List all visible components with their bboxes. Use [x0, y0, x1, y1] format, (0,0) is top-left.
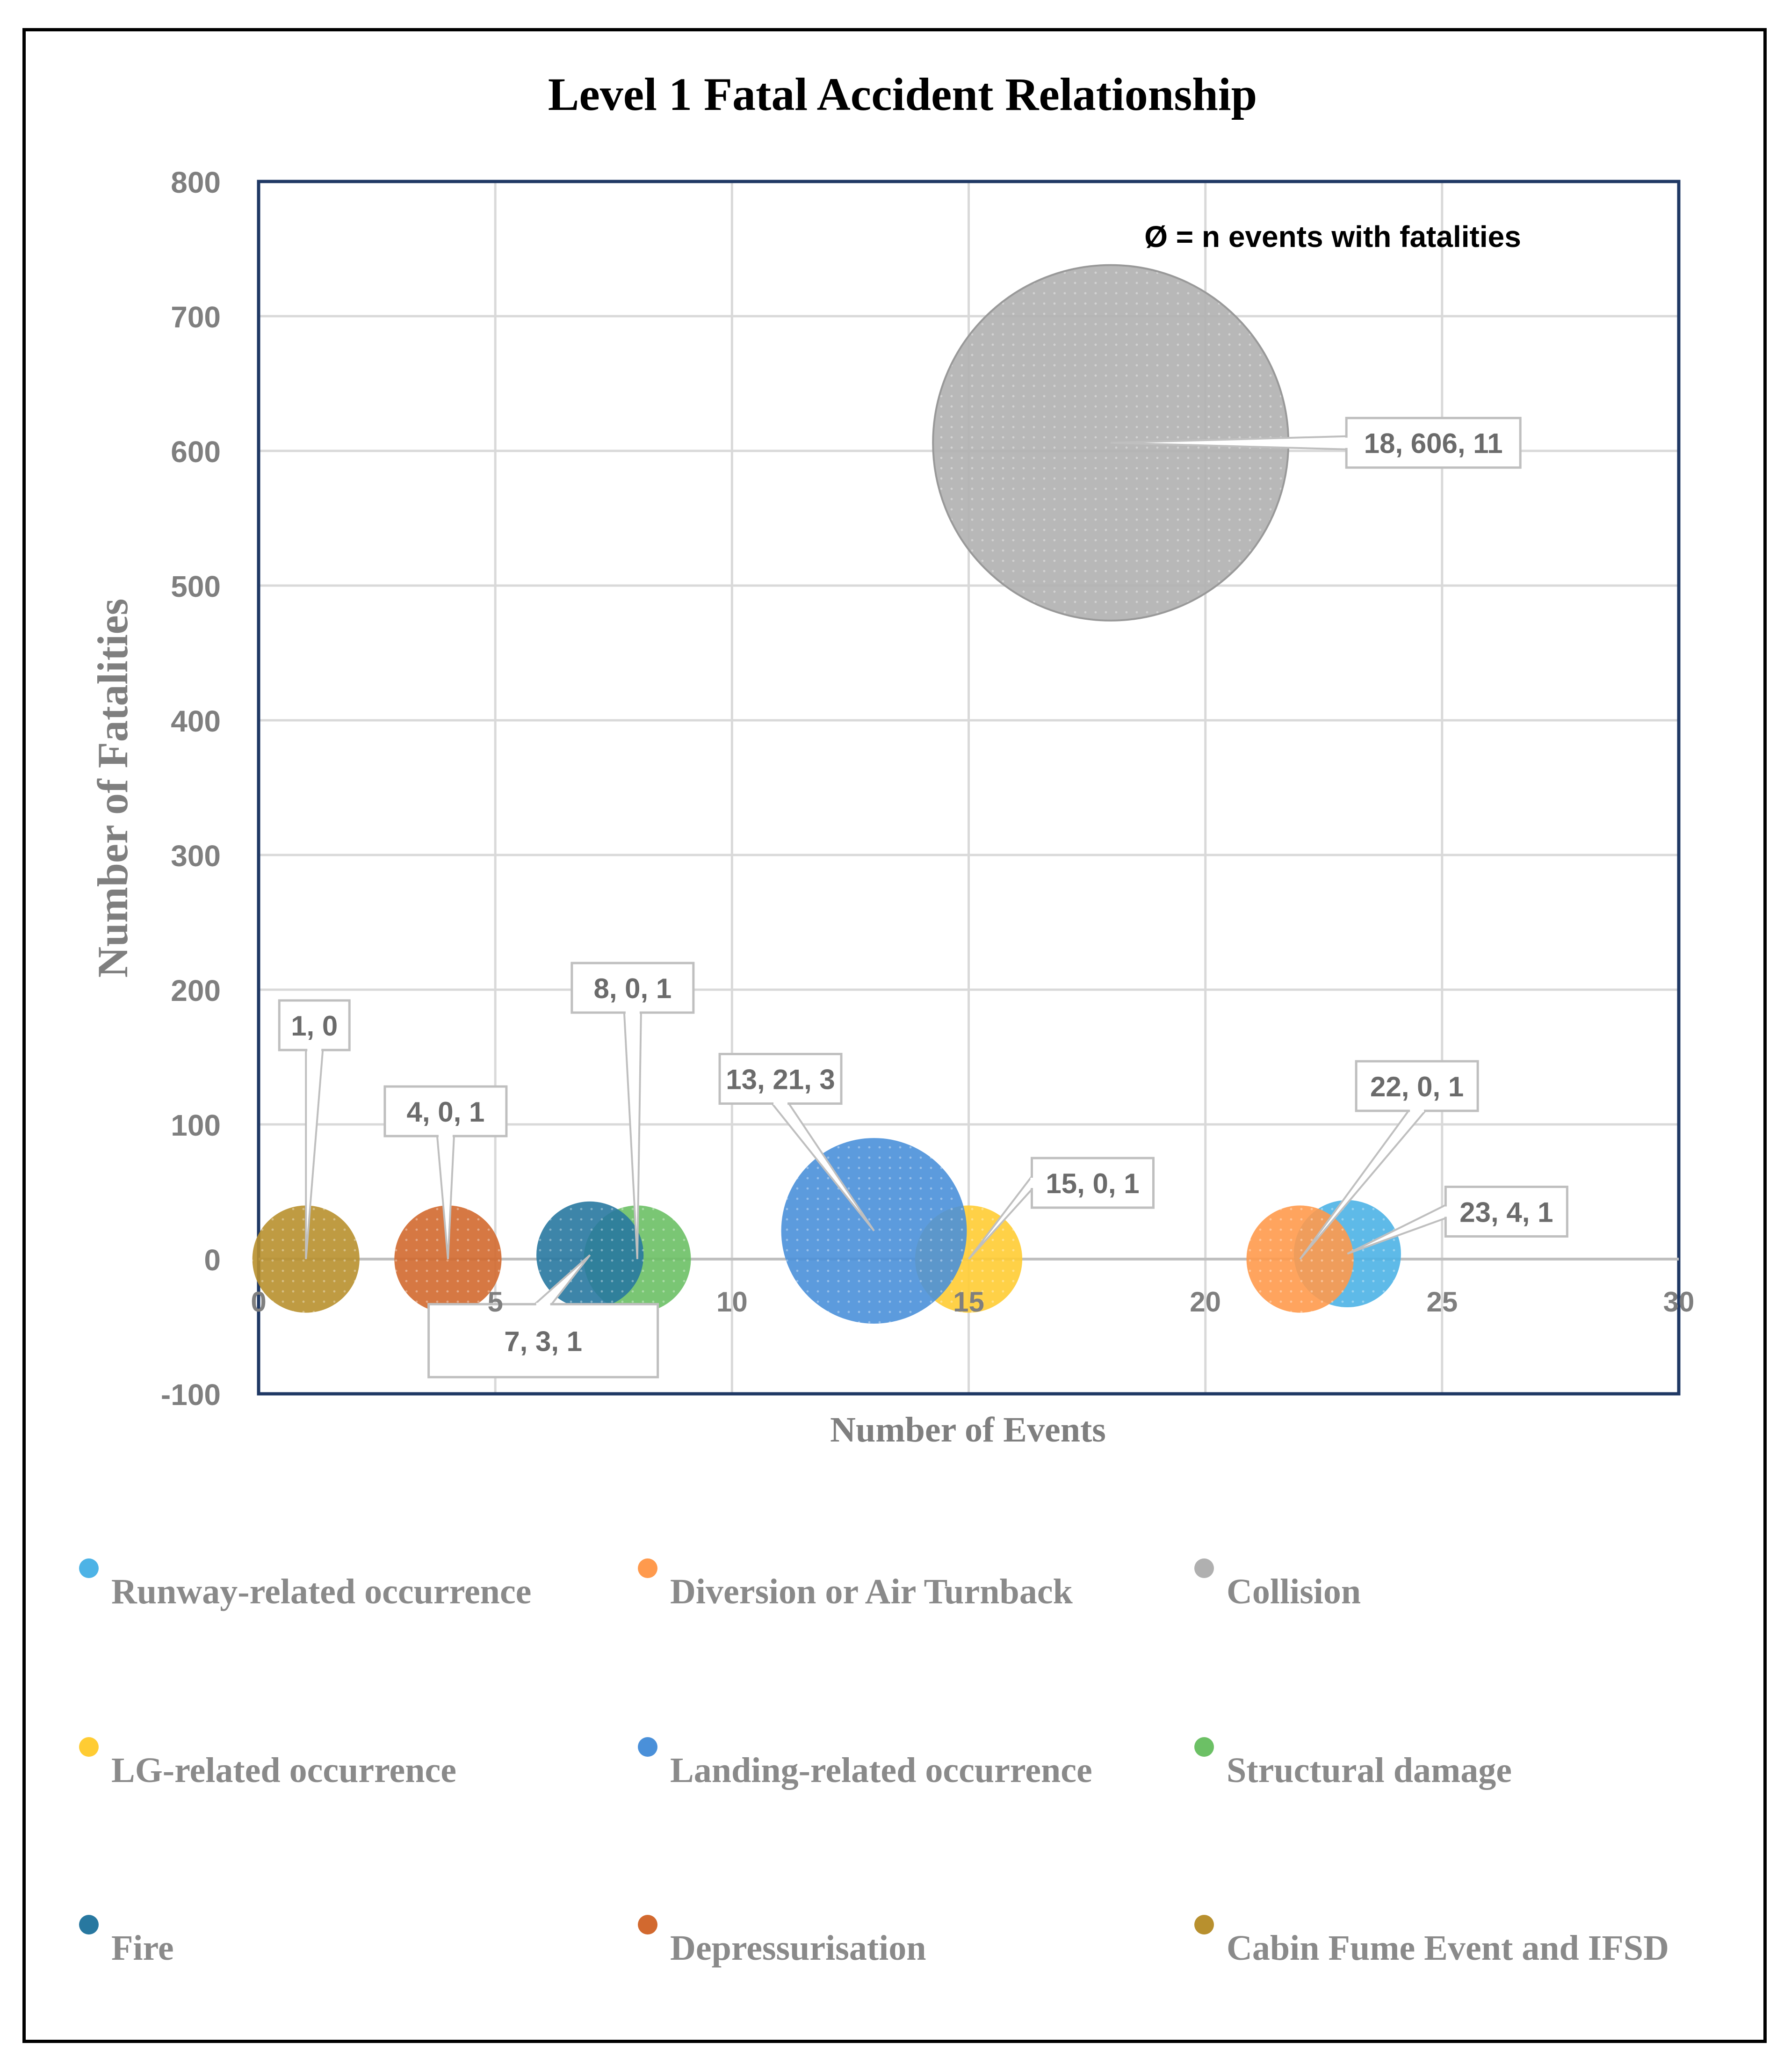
- y-tick-label: 500: [171, 570, 221, 603]
- y-tick-label: 200: [171, 974, 221, 1007]
- x-tick-label: 25: [1426, 1286, 1458, 1318]
- y-tick-label: 700: [171, 300, 221, 334]
- x-tick-label: 10: [716, 1286, 748, 1318]
- data-label-text: 22, 0, 1: [1370, 1071, 1464, 1102]
- legend-label: Cabin Fume Event and IFSD: [1227, 1928, 1669, 1968]
- legend-item: Fire: [79, 1915, 174, 1968]
- chart-title: Level 1 Fatal Accident Relationship: [548, 68, 1257, 120]
- legend-label: LG-related occurrence: [111, 1751, 456, 1790]
- legend-item: Runway-related occurrence: [79, 1558, 531, 1611]
- legend-item: Structural damage: [1194, 1737, 1512, 1790]
- x-tick-label: 0: [251, 1286, 266, 1318]
- x-tick-label: 30: [1663, 1286, 1695, 1318]
- data-label: 1, 0: [278, 999, 351, 1260]
- legend-label: Collision: [1227, 1572, 1361, 1611]
- data-label: 13, 21, 3: [718, 1053, 875, 1232]
- data-label: 8, 0, 1: [571, 962, 695, 1260]
- legend-marker: [1194, 1558, 1214, 1578]
- x-tick-label: 5: [487, 1286, 503, 1318]
- data-label-text: 18, 606, 11: [1364, 428, 1503, 459]
- x-tick-labels: 0 5 10 15 20 25 30: [251, 1286, 1694, 1318]
- data-label-box: [718, 1053, 843, 1105]
- data-label: 18, 606, 11: [1111, 417, 1522, 469]
- y-tick-label: 0: [204, 1243, 221, 1277]
- y-tick-label: -100: [161, 1378, 221, 1412]
- data-label: 4, 0, 1: [383, 1085, 508, 1260]
- y-axis-title: Number of Fatalities: [89, 599, 137, 978]
- legend-marker: [79, 1737, 99, 1757]
- data-label: 7, 3, 1: [427, 1254, 659, 1378]
- y-tick-label: 400: [171, 704, 221, 738]
- data-label-text: 7, 3, 1: [504, 1326, 582, 1357]
- data-label-text: 23, 4, 1: [1459, 1196, 1553, 1228]
- x-tick-label: 15: [953, 1286, 984, 1318]
- legend-item: Cabin Fume Event and IFSD: [1194, 1915, 1669, 1968]
- data-label-text: 4, 0, 1: [407, 1096, 485, 1128]
- legend: Runway-related occurrence Diversion or Ai…: [79, 1558, 1669, 1968]
- legend-marker: [638, 1915, 657, 1934]
- y-tick-label: 600: [171, 435, 221, 469]
- legend-item: Collision: [1194, 1558, 1361, 1611]
- y-tick-label: 800: [171, 166, 221, 199]
- legend-marker: [1194, 1737, 1214, 1757]
- legend-item: LG-related occurrence: [79, 1737, 456, 1790]
- legend-marker: [638, 1737, 657, 1757]
- legend-label: Landing-related occurrence: [670, 1751, 1092, 1790]
- plot-area-border: [257, 180, 1681, 1396]
- legend-marker: [1194, 1915, 1214, 1934]
- bubble-size-note: Ø = n events with fatalities: [1144, 220, 1521, 254]
- x-tick-label: 20: [1190, 1286, 1221, 1318]
- x-axis-title: Number of Events: [830, 1410, 1106, 1449]
- legend-marker: [79, 1558, 99, 1578]
- data-label-box: [1345, 417, 1522, 469]
- data-label-text: 15, 0, 1: [1046, 1168, 1139, 1199]
- data-label-text: 1, 0: [291, 1010, 338, 1042]
- y-tick-labels: -100 0 100 200 300 400 500 600 700 800: [161, 166, 221, 1412]
- data-label-box: [1355, 1060, 1479, 1112]
- legend-item: Depressurisation: [638, 1915, 926, 1968]
- y-tick-label: 300: [171, 839, 221, 873]
- data-label-box: [278, 999, 351, 1051]
- legend-label: Fire: [111, 1928, 174, 1968]
- legend-marker: [79, 1915, 99, 1934]
- legend-item: Diversion or Air Turnback: [638, 1558, 1073, 1611]
- data-label-text: 8, 0, 1: [593, 973, 672, 1004]
- data-label: 22, 0, 1: [1299, 1060, 1479, 1260]
- data-label-text: 13, 21, 3: [726, 1064, 835, 1095]
- data-label: 23, 4, 1: [1347, 1185, 1568, 1255]
- data-labels: 23, 4, 1 22, 0, 1 18, 606, 11 15, 0, 1 13, 2…: [278, 417, 1568, 1378]
- legend-label: Diversion or Air Turnback: [670, 1572, 1073, 1611]
- data-label: 15, 0, 1: [968, 1157, 1155, 1260]
- legend-label: Structural damage: [1227, 1751, 1512, 1790]
- legend-label: Depressurisation: [670, 1928, 926, 1968]
- data-label-box: [571, 962, 695, 1014]
- legend-label: Runway-related occurrence: [111, 1572, 531, 1611]
- y-tick-label: 100: [171, 1108, 221, 1142]
- data-label-box: [1031, 1157, 1155, 1209]
- legend-marker: [638, 1558, 657, 1578]
- legend-item: Landing-related occurrence: [638, 1737, 1092, 1790]
